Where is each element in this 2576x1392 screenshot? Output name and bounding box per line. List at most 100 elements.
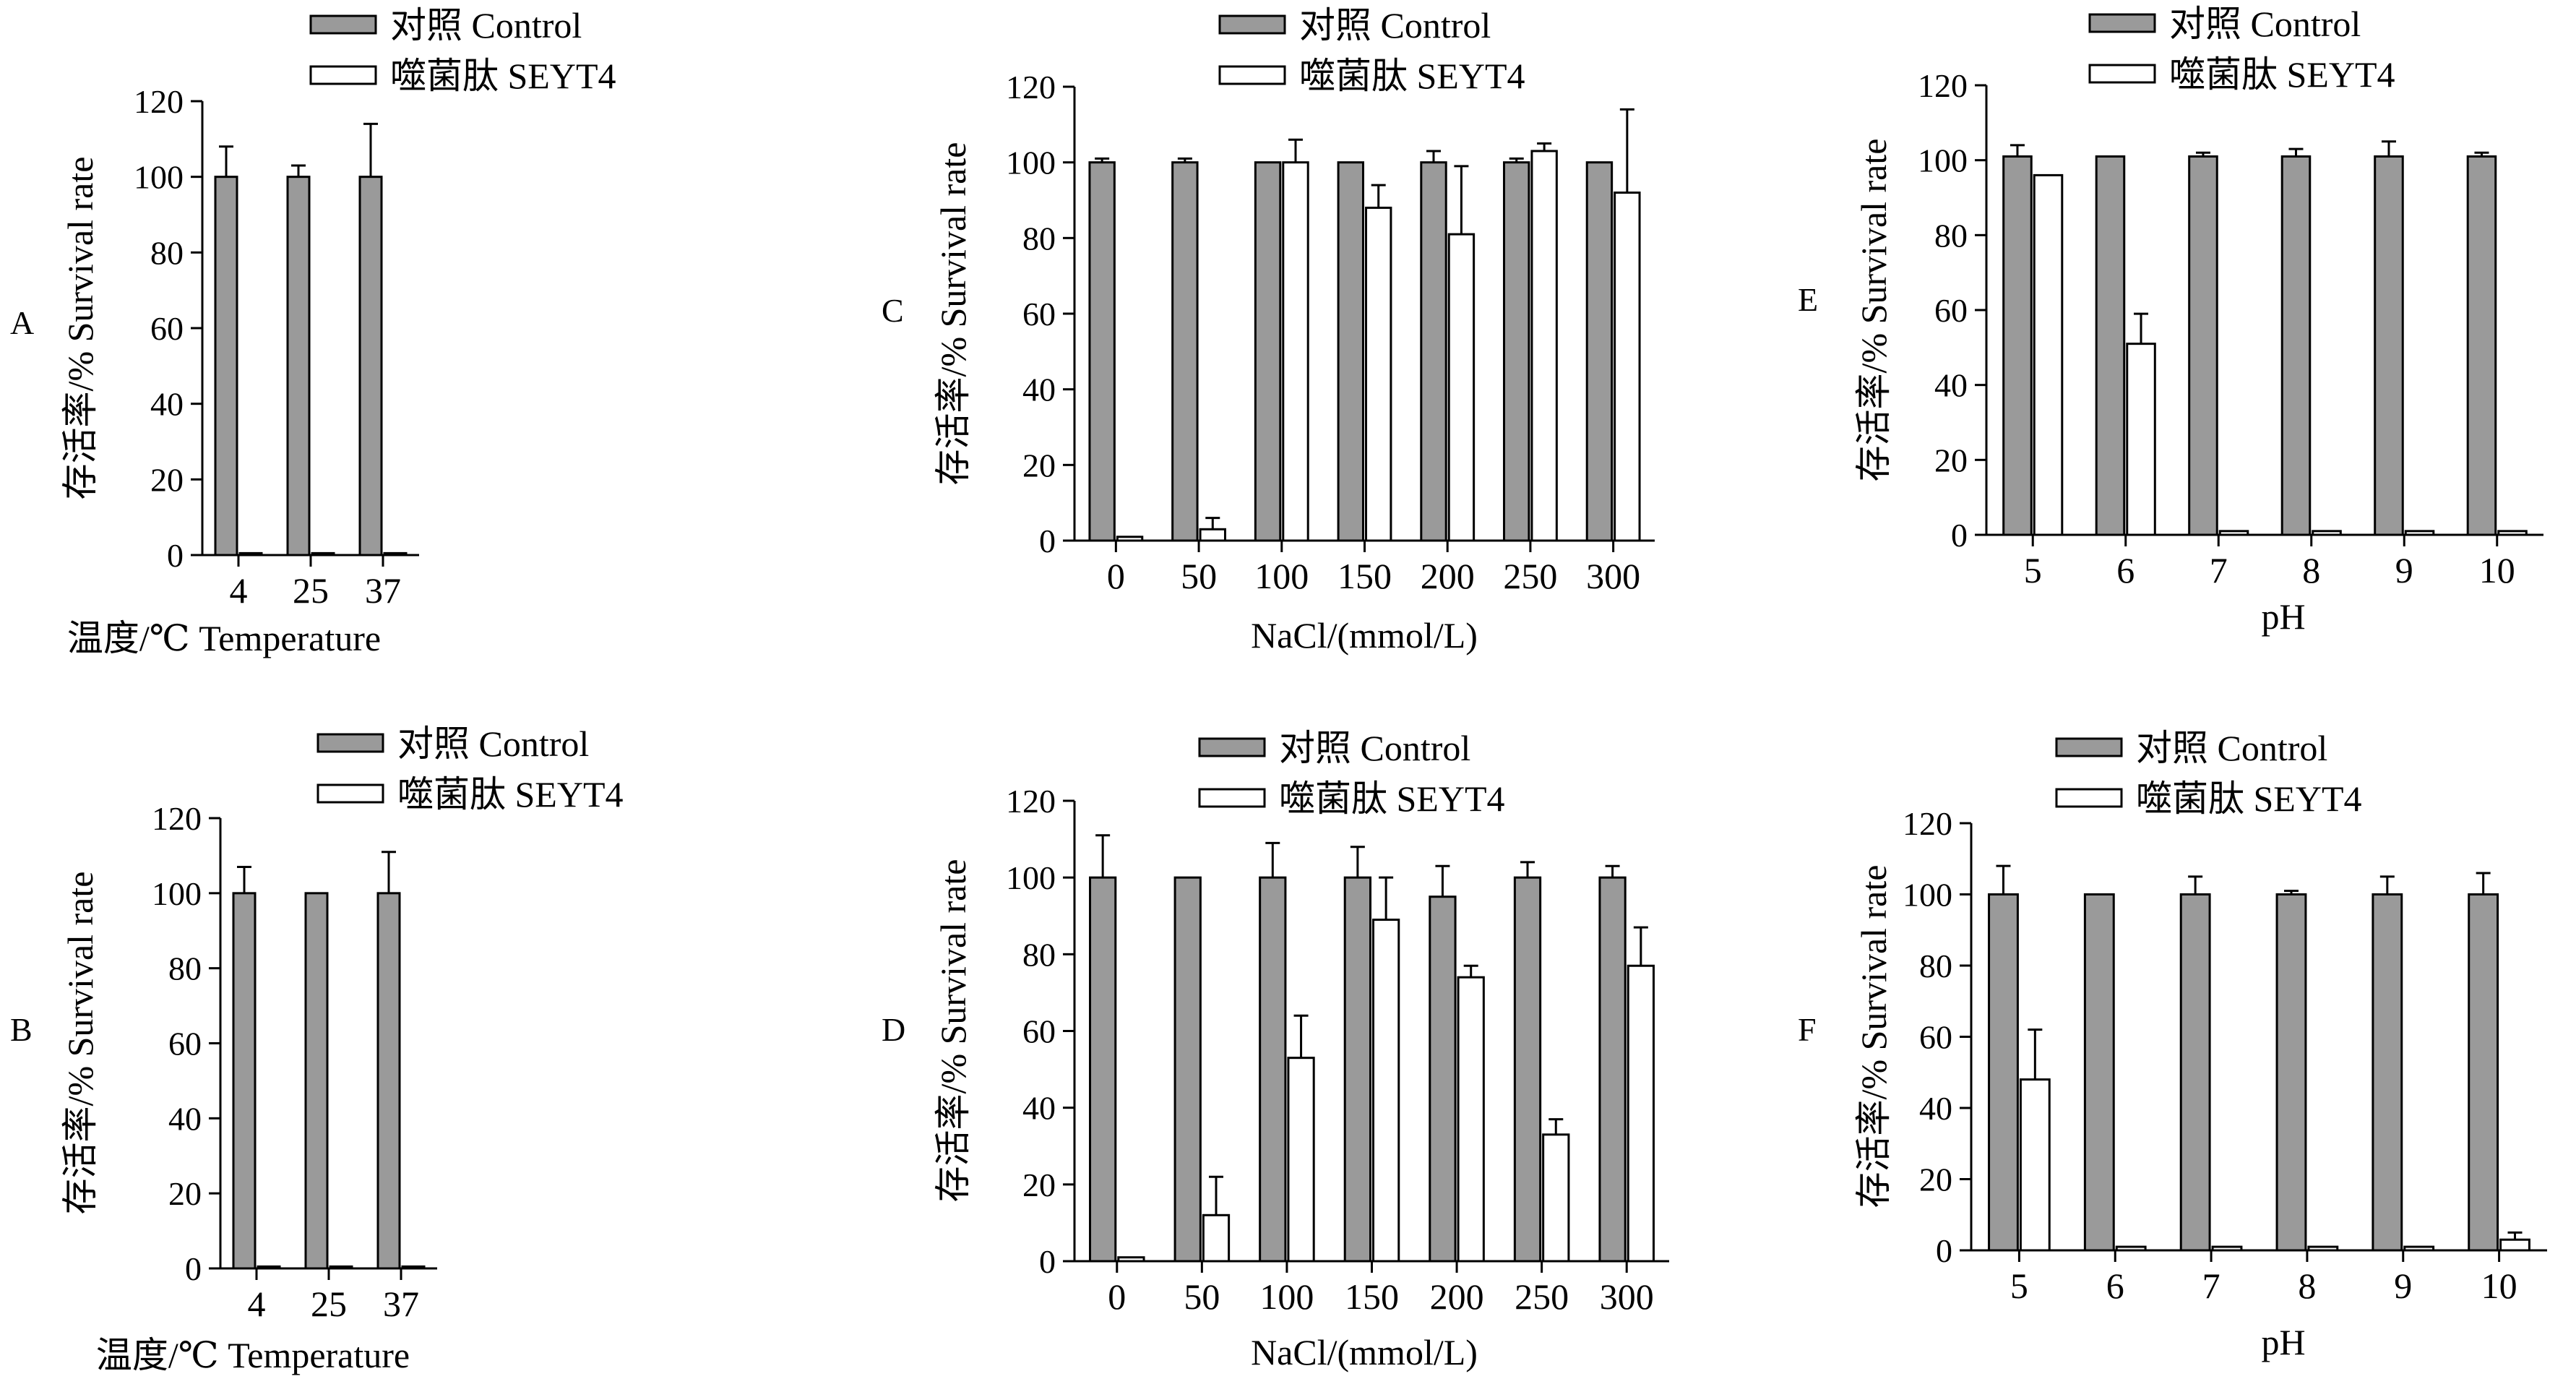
legend-swatch-phage — [2055, 788, 2123, 808]
y-tick-label: 120 — [1006, 69, 1056, 106]
legend-label-control: 对照 Control — [390, 5, 582, 46]
x-axis-label: 温度/℃ Temperature — [67, 618, 381, 658]
y-tick-label: 60 — [1919, 1019, 1952, 1056]
bar-control — [376, 892, 401, 1270]
y-tick-label: 40 — [1919, 1090, 1952, 1127]
legend-swatch-control — [1218, 14, 1286, 35]
legend-label-phage: 噬菌肽 SEYT4 — [1279, 778, 1505, 819]
x-axis-label: NaCl/(mmol/L) — [1251, 615, 1478, 656]
legend-label-phage: 噬菌肽 SEYT4 — [2169, 54, 2395, 95]
x-tick-label: 5 — [2024, 550, 2042, 590]
y-axis-label: 存活率/% Survival rate — [60, 157, 100, 500]
bar-phage — [401, 1265, 426, 1270]
bar-phage — [2307, 1245, 2339, 1252]
bar-control — [2188, 155, 2218, 536]
y-tick-label: 40 — [1934, 367, 1968, 404]
y-tick-label: 60 — [1022, 296, 1056, 332]
x-tick-label: 7 — [2210, 550, 2228, 590]
y-tick-label: 60 — [168, 1026, 202, 1062]
legend-swatch-control — [1198, 737, 1266, 757]
bar-phage — [1447, 233, 1476, 542]
bar-phage — [2403, 1245, 2435, 1252]
y-tick-label: 120 — [1918, 67, 1968, 104]
bar-phage — [1365, 206, 1392, 542]
y-tick-label: 60 — [1934, 292, 1968, 329]
legend-label-phage: 噬菌肽 SEYT4 — [1299, 56, 1525, 96]
x-tick-label: 37 — [383, 1284, 419, 1324]
bar-control — [2374, 155, 2404, 536]
panel-letter: A — [10, 304, 34, 341]
x-tick-label: 250 — [1515, 1276, 1569, 1317]
bar-control — [1429, 895, 1457, 1263]
bar-control — [1503, 161, 1530, 542]
bar-control — [1337, 161, 1364, 542]
bar-phage — [238, 551, 263, 557]
x-tick-label: 10 — [2481, 1266, 2517, 1306]
chart-panel-e: E 对照 Control 噬菌肽 SEYT4 0 20 40 60 80 100 120 存活率/%… — [1798, 4, 2543, 637]
bar-control — [2179, 893, 2211, 1252]
legend-swatch-phage — [316, 783, 384, 804]
y-tick-label: 20 — [1934, 442, 1968, 478]
y-tick-label: 20 — [1919, 1161, 1952, 1198]
legend-swatch-control — [309, 14, 377, 35]
y-tick-label: 20 — [168, 1175, 202, 1212]
bar-control — [1171, 161, 1199, 542]
y-tick-label: 100 — [1903, 877, 1952, 914]
bar-phage — [1542, 1133, 1570, 1263]
bar-control — [1259, 876, 1287, 1263]
x-tick-label: 300 — [1586, 556, 1640, 596]
x-tick-label: 6 — [2116, 550, 2135, 590]
bar-phage — [2499, 1238, 2530, 1252]
x-tick-label: 9 — [2395, 550, 2413, 590]
y-tick-label: 80 — [1022, 220, 1056, 257]
x-tick-label: 0 — [1107, 556, 1125, 596]
y-axis-label: 存活率/% Survival rate — [1853, 139, 1894, 482]
bar-phage — [2033, 173, 2064, 536]
bar-phage — [311, 551, 335, 557]
y-axis-label: 存活率/% Survival rate — [933, 859, 973, 1203]
y-tick-label: 80 — [1934, 217, 1968, 254]
bar-phage — [1282, 161, 1309, 542]
y-tick-label: 0 — [1039, 1243, 1056, 1280]
bar-control — [1089, 876, 1117, 1263]
bar-control — [1088, 161, 1116, 542]
x-tick-label: 0 — [1108, 1276, 1126, 1317]
panel-letter: F — [1798, 1011, 1817, 1048]
y-tick-label: 100 — [1006, 859, 1056, 896]
y-tick-label: 0 — [1951, 517, 1968, 554]
y-tick-label: 40 — [1022, 1090, 1056, 1127]
legend-label-control: 对照 Control — [397, 723, 589, 764]
legend-swatch-phage — [1198, 788, 1266, 808]
bar-phage — [1372, 919, 1400, 1263]
bar-control — [1513, 876, 1542, 1263]
legend-label-control: 对照 Control — [1299, 5, 1491, 46]
bar-control — [1598, 876, 1627, 1263]
chart-panel-c: C 对照 Control 噬菌肽 SEYT4 0 20 40 60 80 100 120 存活率/%… — [882, 5, 1655, 656]
y-tick-label: 120 — [152, 800, 202, 837]
x-tick-label: 37 — [365, 570, 401, 611]
legend-swatch-control — [316, 733, 384, 753]
bar-control — [304, 892, 329, 1270]
bar-phage — [2019, 1078, 2051, 1252]
bar-control — [1585, 161, 1614, 542]
x-tick-label: 150 — [1337, 556, 1392, 596]
y-tick-label: 120 — [1903, 805, 1952, 842]
x-tick-label: 250 — [1503, 556, 1557, 596]
legend: 对照 Control 噬菌肽 SEYT4 — [309, 5, 616, 96]
x-tick-label: 25 — [293, 570, 329, 611]
bar-phage — [383, 551, 408, 557]
y-tick-label: 80 — [168, 950, 202, 987]
x-tick-label: 8 — [2298, 1266, 2316, 1306]
x-tick-label: 50 — [1181, 556, 1217, 596]
panel-letter: B — [10, 1011, 33, 1048]
chart-panel-f: F 对照 Control 噬菌肽 SEYT4 0 20 40 60 80 100 120存活率/%… — [1798, 728, 2547, 1362]
legend-label-phage: 噬菌肽 SEYT4 — [2136, 778, 2362, 819]
bar-control — [1173, 876, 1202, 1263]
bar-phage — [2115, 1245, 2147, 1252]
bar-phage — [2126, 343, 2156, 536]
bar-control — [2372, 893, 2403, 1252]
legend: 对照 Control 噬菌肽 SEYT4 — [2088, 4, 2395, 95]
x-tick-label: 100 — [1259, 1276, 1314, 1317]
x-tick-label: 50 — [1184, 1276, 1220, 1317]
bar-control — [2002, 155, 2033, 536]
